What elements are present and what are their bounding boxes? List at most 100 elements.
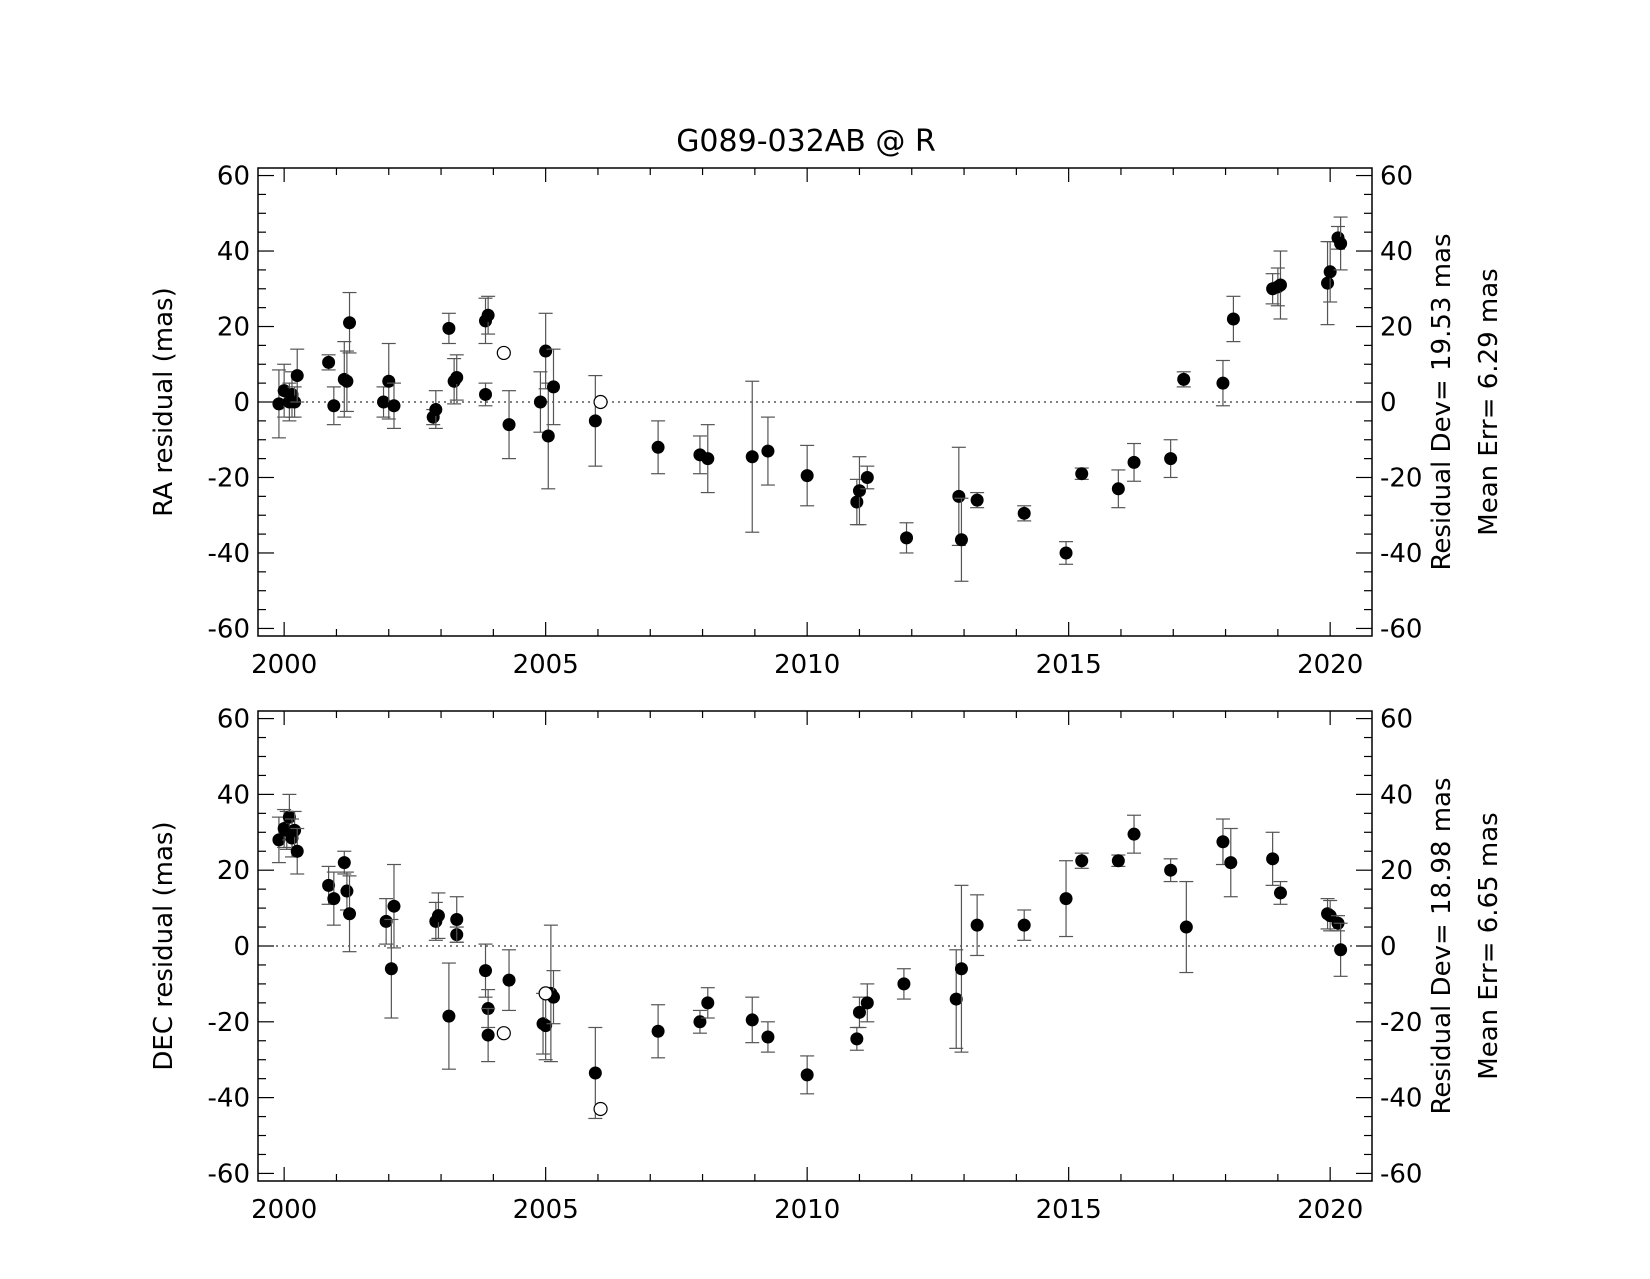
dec-point	[479, 964, 493, 978]
ra-point	[852, 484, 866, 498]
dec-point	[1179, 920, 1193, 934]
dec-point	[343, 907, 357, 921]
ra-point	[651, 440, 665, 454]
dec-xtick-label: 2000	[251, 1195, 317, 1225]
ra-point	[952, 489, 966, 503]
ra-xtick-label: 2010	[774, 650, 840, 680]
dec-point-open	[538, 986, 553, 1001]
dec-ytick-label-right: 0	[1380, 932, 1397, 962]
dec-point	[322, 878, 336, 892]
dec-point	[701, 996, 715, 1010]
ra-xtick-label: 2015	[1036, 650, 1102, 680]
ra-point	[1127, 455, 1141, 469]
dec-point	[949, 992, 963, 1006]
ra-ytick-label-left: -40	[208, 539, 250, 569]
dec-point	[502, 973, 516, 987]
dec-point-open	[496, 1026, 511, 1041]
ra-point	[429, 403, 443, 417]
ra-point	[1321, 276, 1335, 290]
dec-point	[745, 1013, 759, 1027]
ra-point	[340, 374, 354, 388]
ra-point	[546, 380, 560, 394]
chart-title: G089-032AB @ R	[676, 124, 936, 159]
dec-point	[800, 1068, 814, 1082]
dec-point	[1017, 918, 1031, 932]
dec-point	[693, 1015, 707, 1029]
ra-point	[1075, 467, 1089, 481]
ra-mean-err-label: Mean Err= 6.29 mas	[1474, 268, 1504, 535]
ra-point	[479, 387, 493, 401]
ra-point	[1273, 278, 1287, 292]
ra-point	[761, 444, 775, 458]
dec-xtick-label: 2020	[1297, 1195, 1363, 1225]
dec-point	[970, 918, 984, 932]
dec-ytick-label-right: -60	[1380, 1159, 1422, 1189]
dec-point	[384, 962, 398, 976]
dec-ytick-label-left: 40	[217, 780, 250, 810]
ra-ytick-label-right: 40	[1380, 237, 1413, 267]
ra-xtick-label: 2000	[251, 650, 317, 680]
ra-point	[701, 452, 715, 466]
ra-point-open	[496, 345, 511, 361]
ra-point	[322, 355, 336, 369]
dec-ytick-label-left: 20	[217, 856, 250, 886]
ra-point	[1334, 236, 1348, 250]
dec-point	[852, 1005, 866, 1019]
dec-plot-frame	[257, 710, 1373, 1182]
ra-ytick-label-right: 0	[1380, 388, 1397, 418]
ra-point	[442, 321, 456, 335]
ra-ytick-label-right: 60	[1380, 162, 1413, 192]
ra-point	[533, 395, 547, 409]
dec-point	[431, 909, 445, 923]
ra-point	[1216, 376, 1230, 390]
dec-ytick-label-left: -60	[208, 1159, 250, 1189]
dec-ytick-label-left: -40	[208, 1084, 250, 1114]
dec-point	[1164, 863, 1178, 877]
dec-residual-dev-label: Residual Dev= 18.98 mas	[1427, 777, 1457, 1114]
ra-point	[541, 429, 555, 443]
ra-point	[1017, 506, 1031, 520]
ra-point	[954, 533, 968, 547]
ra-point-open	[593, 394, 608, 410]
ra-point	[450, 370, 464, 384]
dec-point	[1273, 886, 1287, 900]
ra-point	[900, 531, 914, 545]
dec-point	[340, 884, 354, 898]
ra-point	[343, 316, 357, 330]
ra-point	[272, 397, 286, 411]
dec-point	[442, 1009, 456, 1023]
dec-point	[1059, 892, 1073, 906]
ra-point	[382, 374, 396, 388]
dec-xtick-label: 2010	[774, 1195, 840, 1225]
ra-xtick-label: 2005	[513, 650, 579, 680]
dec-point	[1334, 943, 1348, 957]
dec-point	[1216, 835, 1230, 849]
dec-point	[272, 833, 286, 847]
ra-point	[1177, 372, 1191, 386]
dec-ytick-label-left: 0	[233, 932, 250, 962]
dec-point	[327, 892, 341, 906]
dec-ytick-label-left: -20	[208, 1008, 250, 1038]
dec-point	[954, 962, 968, 976]
ra-point	[1111, 482, 1125, 496]
ra-point	[1226, 312, 1240, 326]
dec-ytick-label-right: -20	[1380, 1008, 1422, 1038]
ra-point	[800, 469, 814, 483]
dec-point-open	[593, 1101, 608, 1117]
dec-mean-err-label: Mean Err= 6.65 mas	[1474, 812, 1504, 1079]
ra-ytick-label-right: -60	[1380, 614, 1422, 644]
dec-xtick-label: 2005	[513, 1195, 579, 1225]
ra-point	[1059, 546, 1073, 560]
ra-xtick-label: 2020	[1297, 650, 1363, 680]
dec-point	[850, 1032, 864, 1046]
dec-point	[1127, 827, 1141, 841]
ra-ytick-label-right: -40	[1380, 539, 1422, 569]
ra-point	[502, 418, 516, 432]
dec-point	[588, 1066, 602, 1080]
dec-ytick-label-left: 60	[217, 705, 250, 735]
ra-point	[377, 395, 391, 409]
